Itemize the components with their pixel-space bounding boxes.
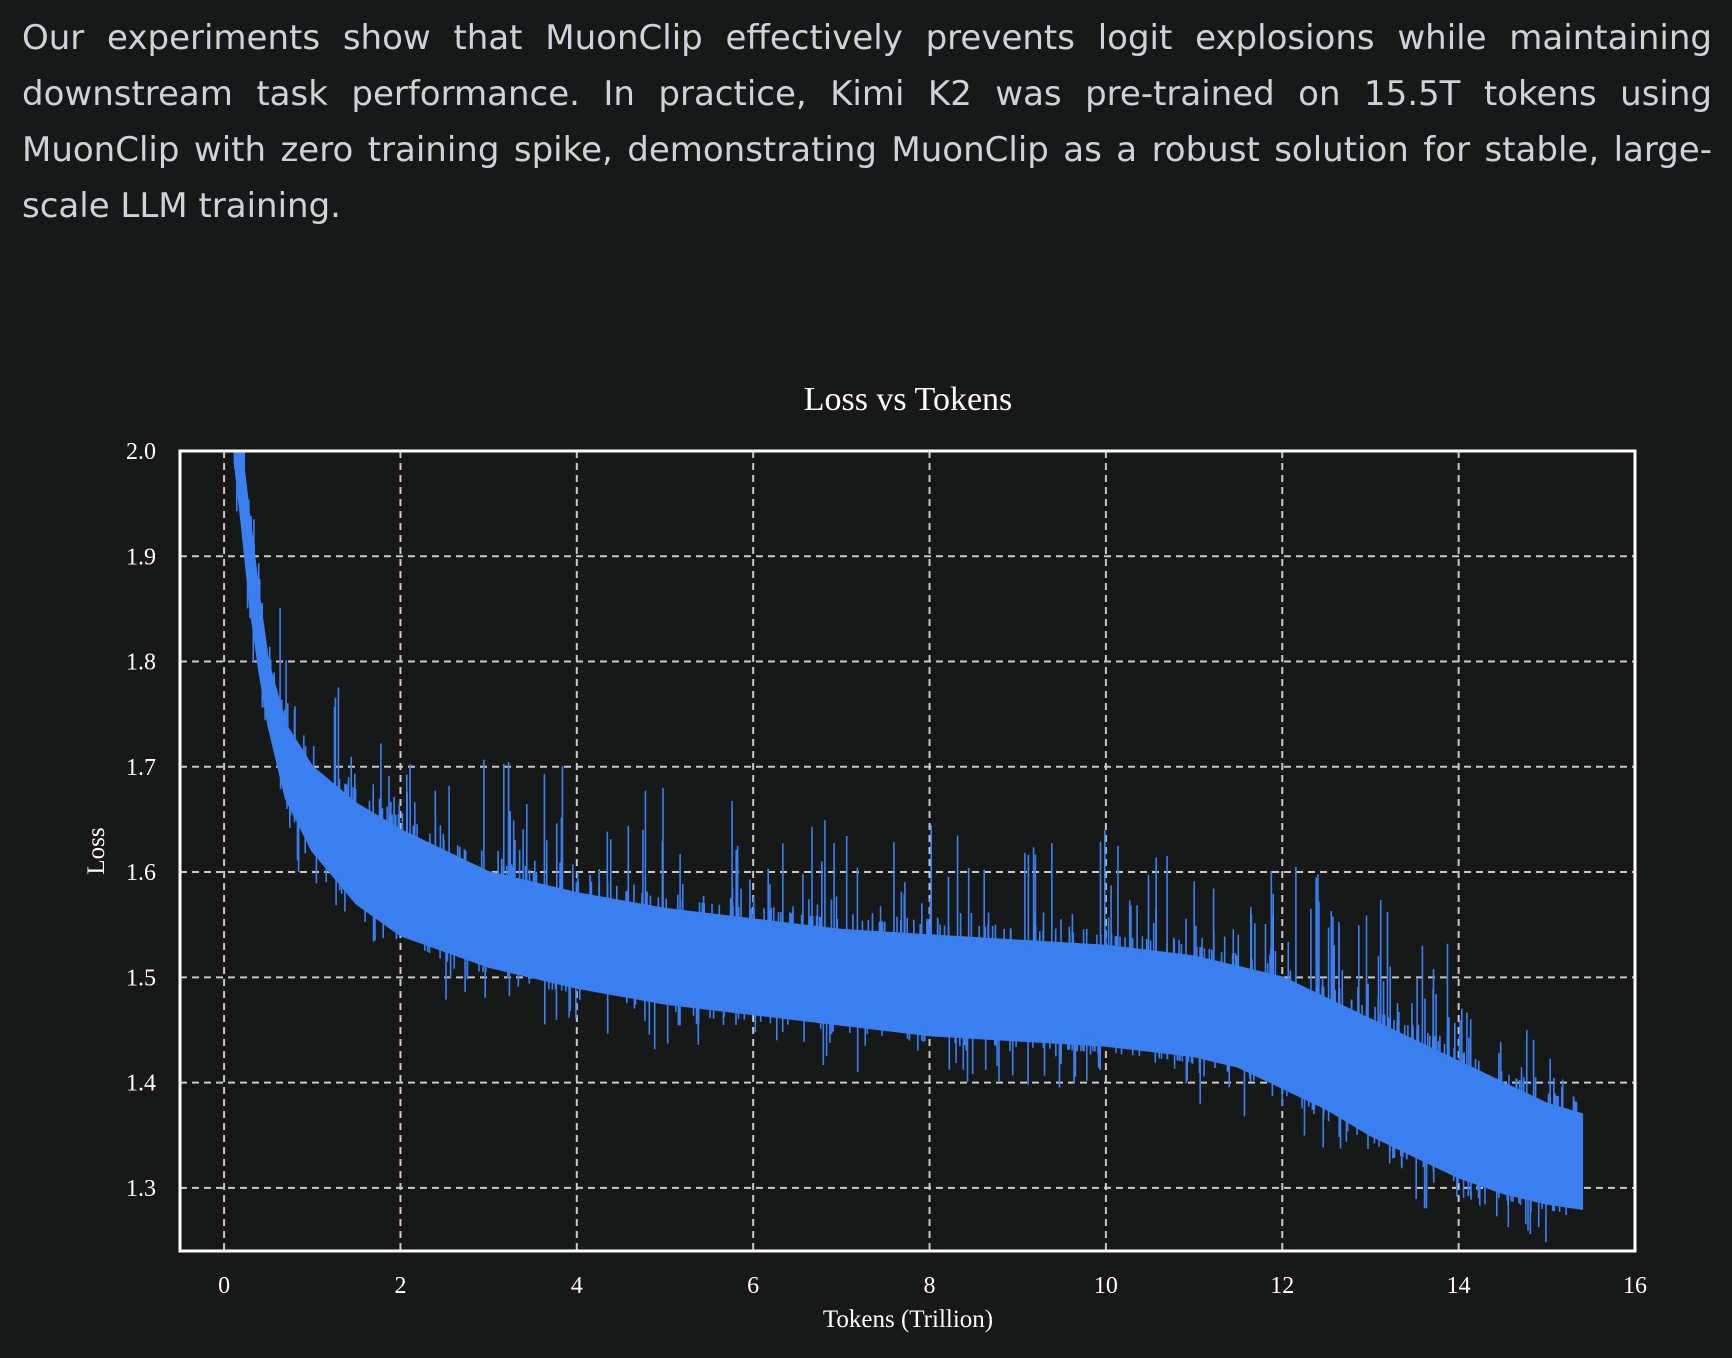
x-tick-label: 0 — [218, 1273, 230, 1299]
x-tick-label: 8 — [924, 1273, 936, 1299]
x-tick-label: 4 — [571, 1273, 583, 1299]
x-tick-label: 6 — [747, 1273, 759, 1299]
intro-paragraph: Our experiments show that MuonClip effec… — [22, 18, 1712, 226]
x-tick-label: 14 — [1447, 1273, 1471, 1299]
x-tick-label: 16 — [1623, 1273, 1647, 1299]
loss-spikes — [233, 451, 1578, 1243]
y-tick-label: 1.6 — [126, 860, 156, 886]
x-axis-label: Tokens (Trillion) — [823, 1306, 993, 1333]
x-tick-label: 10 — [1094, 1273, 1118, 1299]
y-tick-label: 2.0 — [126, 439, 156, 465]
loss-band — [233, 451, 1584, 1211]
y-tick-label: 1.7 — [126, 755, 156, 781]
chart-title: Loss vs Tokens — [804, 381, 1013, 418]
y-axis-label: Loss — [83, 827, 110, 874]
x-tick-label: 12 — [1270, 1273, 1294, 1299]
x-tick-label: 2 — [394, 1273, 406, 1299]
y-tick-label: 1.8 — [126, 650, 156, 676]
y-tick-label: 1.5 — [126, 965, 156, 991]
y-tick-label: 1.9 — [126, 544, 156, 570]
tick-labels: 0 2 4 6 8 10 12 14 16 1.3 1.4 1.5 1.6 1.7 1.8 1.9 2.0 — [126, 439, 1647, 1299]
plot-frame — [178, 449, 1637, 1253]
y-tick-label: 1.4 — [126, 1071, 156, 1097]
loss-chart-svg: Loss vs Tokens 0 2 4 6 8 10 12 14 16 1.3 1.4 1.5 1.6… — [83, 381, 1647, 1333]
y-tick-label: 1.3 — [126, 1176, 156, 1202]
loss-series — [233, 451, 1584, 1243]
loss-chart: Loss vs Tokens 0 2 4 6 8 10 12 14 16 1.3 1.4 1.5 1.6… — [0, 360, 1732, 1358]
